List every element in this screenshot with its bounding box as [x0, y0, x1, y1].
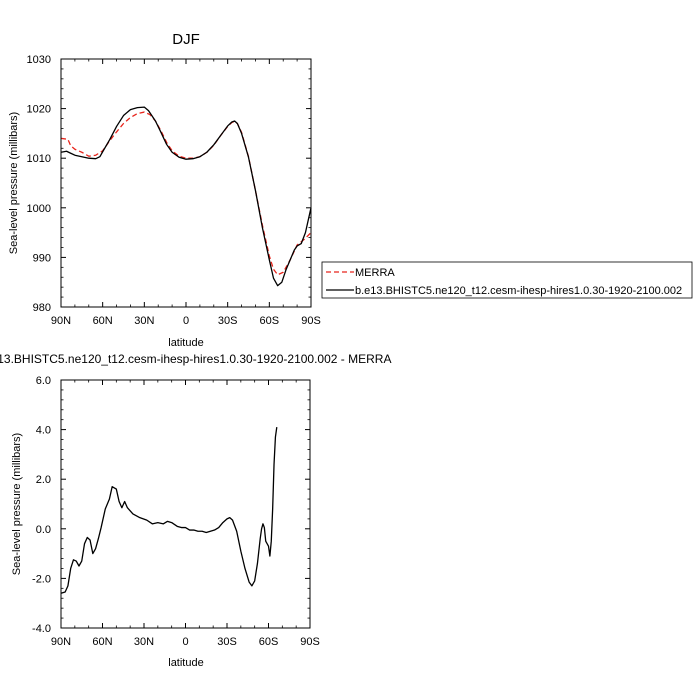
y-tick-label: 1000: [27, 203, 51, 215]
x-tick-label: 90N: [51, 315, 71, 327]
axis-ticks: 90N 60N 30N 0 30S 60S 90S 980 990 1000 1010 1020 103…: [27, 54, 321, 327]
y-axis-label: Sea-level pressure (millibars): [8, 112, 20, 254]
difference-x-tick-label: 30S: [217, 636, 237, 648]
plot-frame: [60, 58, 312, 308]
bottom-panel: b.e13.BHISTC5.ne120_t12.cesm-ihesp-hires…: [0, 352, 391, 669]
series-line-1: [60, 106, 312, 287]
x-tick-label: 90S: [301, 315, 321, 327]
legend-label-merra: MERRA: [355, 267, 395, 279]
difference-y-tick-label: 0.0: [36, 524, 51, 536]
difference-y-tick-label: 6.0: [36, 375, 51, 387]
difference-x-tick-label: 90S: [300, 636, 320, 648]
difference-series-line-0: [60, 427, 278, 594]
difference-x-tick-label: 60N: [92, 636, 112, 648]
chart-title: DJF: [172, 31, 200, 48]
y-tick-label: 1020: [27, 104, 51, 116]
legend-label-model: b.e13.BHISTC5.ne120_t12.cesm-ihesp-hires…: [355, 285, 682, 297]
x-tick-label: 30S: [218, 315, 238, 327]
y-tick-label: 1010: [27, 153, 51, 165]
difference-x-tick-label: 0: [182, 636, 188, 648]
x-tick-label: 60S: [260, 315, 280, 327]
difference-x-axis-label: latitude: [168, 657, 203, 669]
series-line-0: [60, 111, 312, 276]
legend-box: [321, 261, 693, 299]
x-tick-label: 60N: [93, 315, 113, 327]
y-tick-label: 980: [33, 302, 51, 314]
difference-y-tick-label: 2.0: [36, 474, 51, 486]
difference-chart-title: b.e13.BHISTC5.ne120_t12.cesm-ihesp-hires…: [0, 352, 391, 366]
x-tick-label: 0: [183, 315, 189, 327]
difference-plot-lines: [60, 427, 278, 594]
difference-plot-frame: [60, 379, 311, 629]
difference-axis-ticks: 90N 60N 30N 0 30S 60S 90S -4.0 -2.0 0.0 2.0 4.0 6.0: [32, 375, 320, 648]
y-tick-label: 1030: [27, 54, 51, 66]
y-tick-label: 990: [33, 252, 51, 264]
difference-y-tick-label: 4.0: [36, 425, 51, 437]
x-axis-label: latitude: [168, 337, 203, 349]
difference-y-axis-label: Sea-level pressure (millibars): [11, 433, 23, 575]
difference-y-tick-label: -4.0: [32, 623, 51, 635]
difference-x-tick-label: 30N: [134, 636, 154, 648]
difference-x-tick-label: 60S: [259, 636, 279, 648]
legend: MERRA b.e13.BHISTC5.ne120_t12.cesm-ihesp…: [321, 261, 693, 299]
plot-lines: [60, 106, 312, 287]
difference-x-tick-label: 90N: [51, 636, 71, 648]
difference-y-tick-label: -2.0: [32, 573, 51, 585]
top-panel: DJF Sea-level pressure (millibars) latit…: [8, 31, 321, 349]
x-tick-label: 30N: [134, 315, 154, 327]
